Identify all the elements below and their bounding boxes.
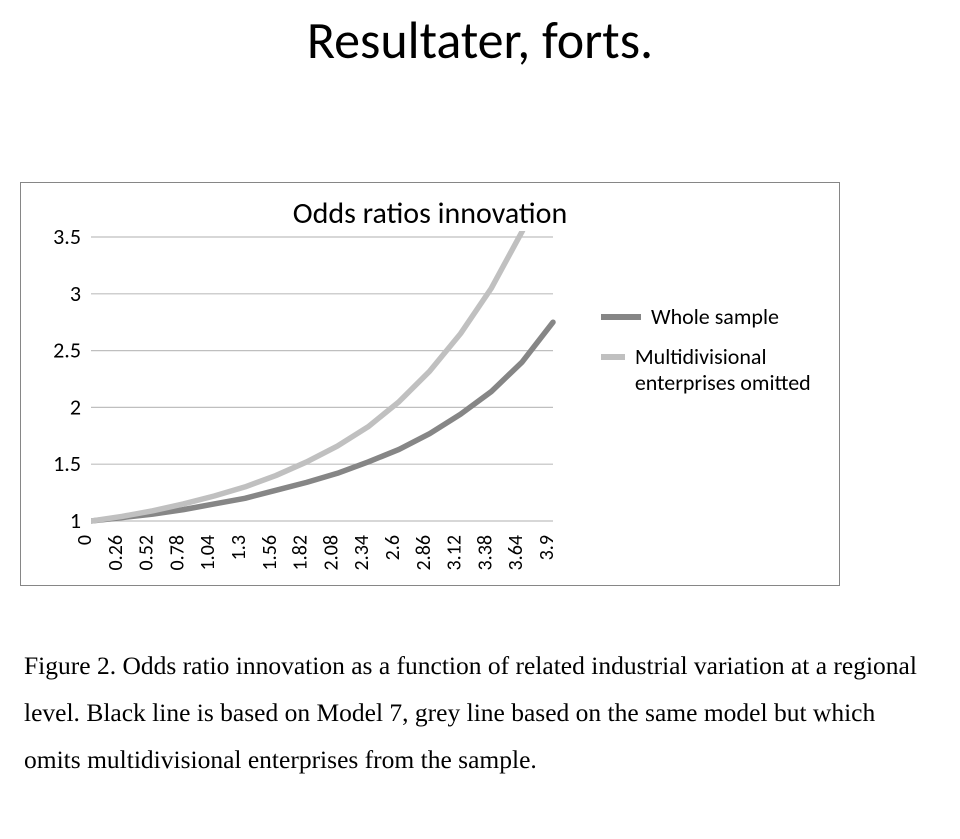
svg-text:3.5: 3.5 — [53, 223, 81, 250]
legend-item-omitted: Multidivisional enterprises omitted — [601, 344, 821, 397]
svg-text:3: 3 — [70, 280, 81, 307]
svg-text:3.12: 3.12 — [443, 535, 467, 570]
svg-text:3.38: 3.38 — [473, 535, 497, 570]
svg-text:2.86: 2.86 — [412, 535, 436, 570]
svg-text:0.26: 0.26 — [104, 535, 128, 570]
legend-item-whole-sample: Whole sample — [601, 303, 821, 330]
svg-text:1.5: 1.5 — [53, 450, 81, 477]
figure-caption: Figure 2. Odds ratio innovation as a fun… — [24, 642, 936, 784]
svg-text:1.04: 1.04 — [196, 535, 220, 570]
svg-text:0.78: 0.78 — [165, 535, 189, 570]
svg-text:3.9: 3.9 — [535, 535, 559, 560]
caption-line-3: multidivisional enterprises from the sam… — [87, 745, 537, 774]
legend-swatch-omitted — [601, 354, 625, 360]
svg-text:1.3: 1.3 — [227, 535, 251, 560]
legend-swatch-whole-sample — [601, 314, 641, 320]
svg-text:3.64: 3.64 — [504, 535, 528, 570]
svg-text:2.08: 2.08 — [319, 535, 343, 570]
svg-text:0.52: 0.52 — [135, 535, 159, 570]
svg-text:1: 1 — [70, 507, 81, 534]
chart-container: Odds ratios innovation 11.522.533.500.26… — [20, 182, 840, 586]
legend-label-omitted: Multidivisional enterprises omitted — [635, 344, 821, 397]
legend-label-whole-sample: Whole sample — [651, 303, 779, 330]
svg-text:2: 2 — [70, 393, 81, 420]
svg-text:2.6: 2.6 — [381, 535, 405, 560]
chart-legend: Whole sample Multidivisional enterprises… — [601, 303, 821, 411]
svg-text:2.34: 2.34 — [350, 535, 374, 570]
svg-text:1.56: 1.56 — [258, 535, 282, 570]
svg-text:1.82: 1.82 — [289, 535, 313, 570]
page-title: Resultater, forts. — [0, 8, 960, 72]
svg-text:0: 0 — [73, 535, 97, 545]
svg-text:2.5: 2.5 — [53, 337, 81, 364]
